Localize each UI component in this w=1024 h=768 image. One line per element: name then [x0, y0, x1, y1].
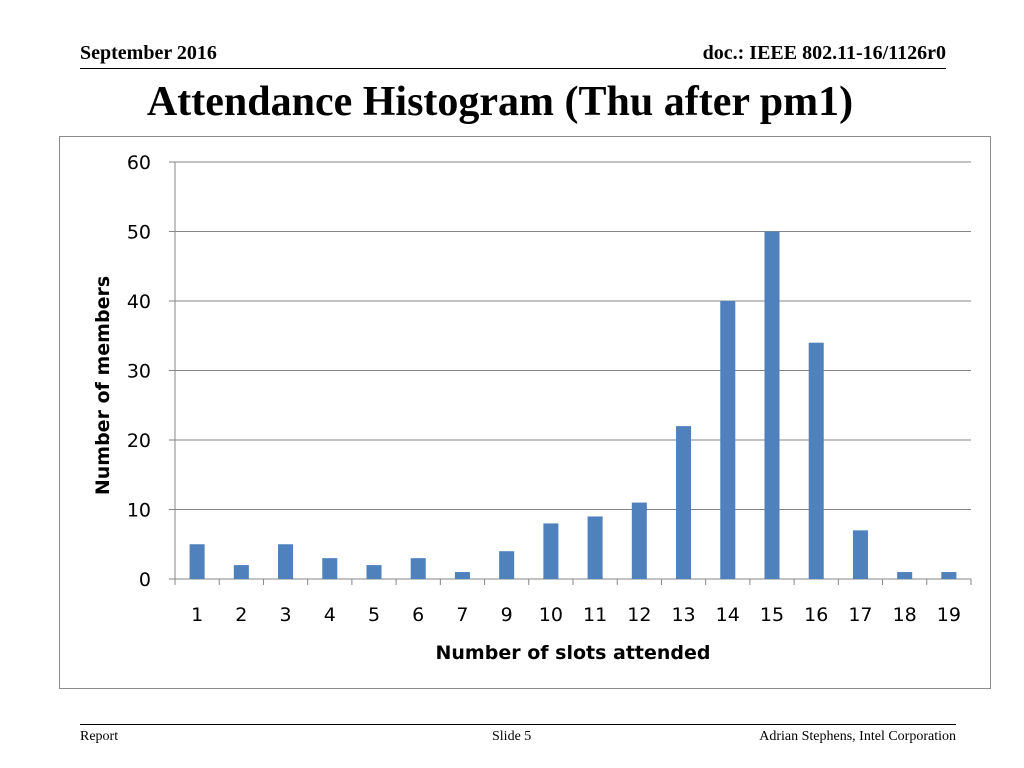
x-tick-label: 19 [937, 604, 961, 626]
bar-17 [852, 530, 868, 579]
bar-5 [366, 565, 382, 579]
x-tick-label: 9 [501, 604, 513, 626]
bar-2 [233, 565, 249, 579]
x-tick-label: 3 [280, 604, 292, 626]
y-axis-title: Number of members [92, 276, 114, 495]
bar-10 [543, 523, 559, 579]
y-tick-label: 50 [127, 222, 151, 244]
bar-13 [676, 426, 692, 579]
x-tick-label: 6 [412, 604, 424, 626]
x-axis-title: Number of slots attended [436, 642, 711, 664]
bar-19 [941, 572, 957, 579]
bar-6 [410, 558, 426, 579]
x-tick-label: 16 [804, 604, 828, 626]
bar-4 [322, 558, 338, 579]
gridlines [175, 161, 971, 510]
x-tick-label: 12 [627, 604, 651, 626]
x-tick-label: 10 [539, 604, 563, 626]
footer-rule [80, 724, 956, 725]
bar-12 [631, 502, 647, 579]
x-tick-label: 17 [848, 604, 872, 626]
x-tick-label: 5 [368, 604, 380, 626]
bar-1 [189, 544, 205, 579]
x-tick-label: 18 [893, 604, 917, 626]
bar-9 [499, 551, 515, 579]
y-tick-label: 10 [127, 500, 151, 522]
axes [169, 161, 972, 585]
y-tick-label: 60 [127, 152, 151, 174]
y-tick-label: 30 [127, 361, 151, 383]
footer-left: Report [80, 729, 119, 744]
x-tick-label: 4 [324, 604, 336, 626]
bar-3 [278, 544, 294, 579]
footer-slide-number: Slide 5 [492, 729, 532, 744]
bar-7 [454, 572, 470, 579]
bar-15 [764, 231, 780, 579]
footer-author: Adrian Stephens, Intel Corporation [759, 729, 956, 744]
x-tick-label: 1 [191, 604, 203, 626]
chart-frame [59, 136, 991, 689]
y-tick-label: 40 [127, 291, 151, 313]
x-tick-label: 7 [456, 604, 468, 626]
y-tick-label: 20 [127, 430, 151, 452]
bar-16 [808, 342, 824, 579]
x-tick-label: 11 [583, 604, 607, 626]
y-tick-label: 0 [139, 569, 151, 591]
x-tick-label: 13 [671, 604, 695, 626]
header-doc-id: doc.: IEEE 802.11-16/1126r0 [702, 42, 946, 64]
x-tick-labels: 1 2 3 4 5 6 7 9 10 11 12 13 14 15 16 17 18 19 [191, 604, 961, 626]
x-tick-label: 14 [716, 604, 740, 626]
bar-11 [587, 516, 603, 579]
slide-title: Attendance Histogram (Thu after pm1) [146, 79, 854, 125]
header-date: September 2016 [80, 42, 217, 64]
bars [189, 231, 957, 579]
y-tick-labels: 0 10 20 30 40 50 60 [127, 152, 151, 591]
x-tick-label: 15 [760, 604, 784, 626]
bar-14 [720, 301, 736, 579]
x-tick-label: 2 [235, 604, 247, 626]
bar-18 [897, 572, 913, 579]
header-rule [80, 68, 946, 69]
